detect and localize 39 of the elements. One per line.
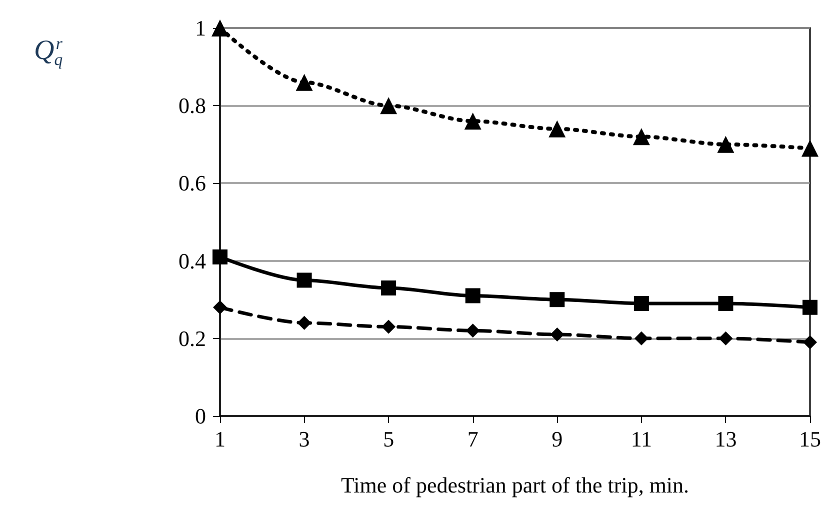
point — [296, 272, 312, 288]
point — [212, 20, 228, 36]
point — [296, 74, 313, 91]
point — [718, 296, 734, 311]
point — [213, 300, 227, 314]
y-tick-label: 0.2 — [178, 326, 206, 351]
point — [634, 331, 648, 346]
x-tick-label: 5 — [383, 426, 394, 452]
point — [380, 97, 398, 114]
point — [297, 316, 312, 330]
x-tick-label: 3 — [298, 426, 310, 452]
point — [548, 120, 566, 138]
x-tick-label: 1 — [214, 426, 226, 452]
x-axis-title: Time of pedestrian part of the trip, min. — [340, 472, 690, 498]
x-tick-label: 7 — [467, 426, 478, 452]
point — [464, 112, 482, 130]
x-tick-label: 13 — [714, 426, 737, 452]
point — [212, 249, 228, 264]
point — [466, 324, 480, 338]
point — [550, 292, 565, 308]
point — [803, 335, 817, 350]
point — [802, 140, 818, 157]
point — [717, 136, 734, 153]
point — [634, 296, 649, 311]
x-tick-label: 11 — [630, 426, 652, 452]
point — [382, 320, 396, 334]
x-tick-label: 15 — [799, 426, 821, 452]
point — [550, 328, 564, 342]
y-tick-label: 0 — [195, 404, 206, 428]
y-tick-label: 0.8 — [178, 93, 206, 118]
point — [802, 300, 818, 315]
y-tick-label: 0.4 — [178, 248, 206, 274]
point — [381, 280, 396, 296]
y-tick-label: 0.6 — [178, 170, 206, 196]
point — [718, 331, 733, 346]
point — [465, 288, 480, 304]
point — [632, 128, 650, 146]
x-tick-label: 9 — [552, 426, 563, 452]
y-tick-label: 1 — [195, 16, 206, 40]
